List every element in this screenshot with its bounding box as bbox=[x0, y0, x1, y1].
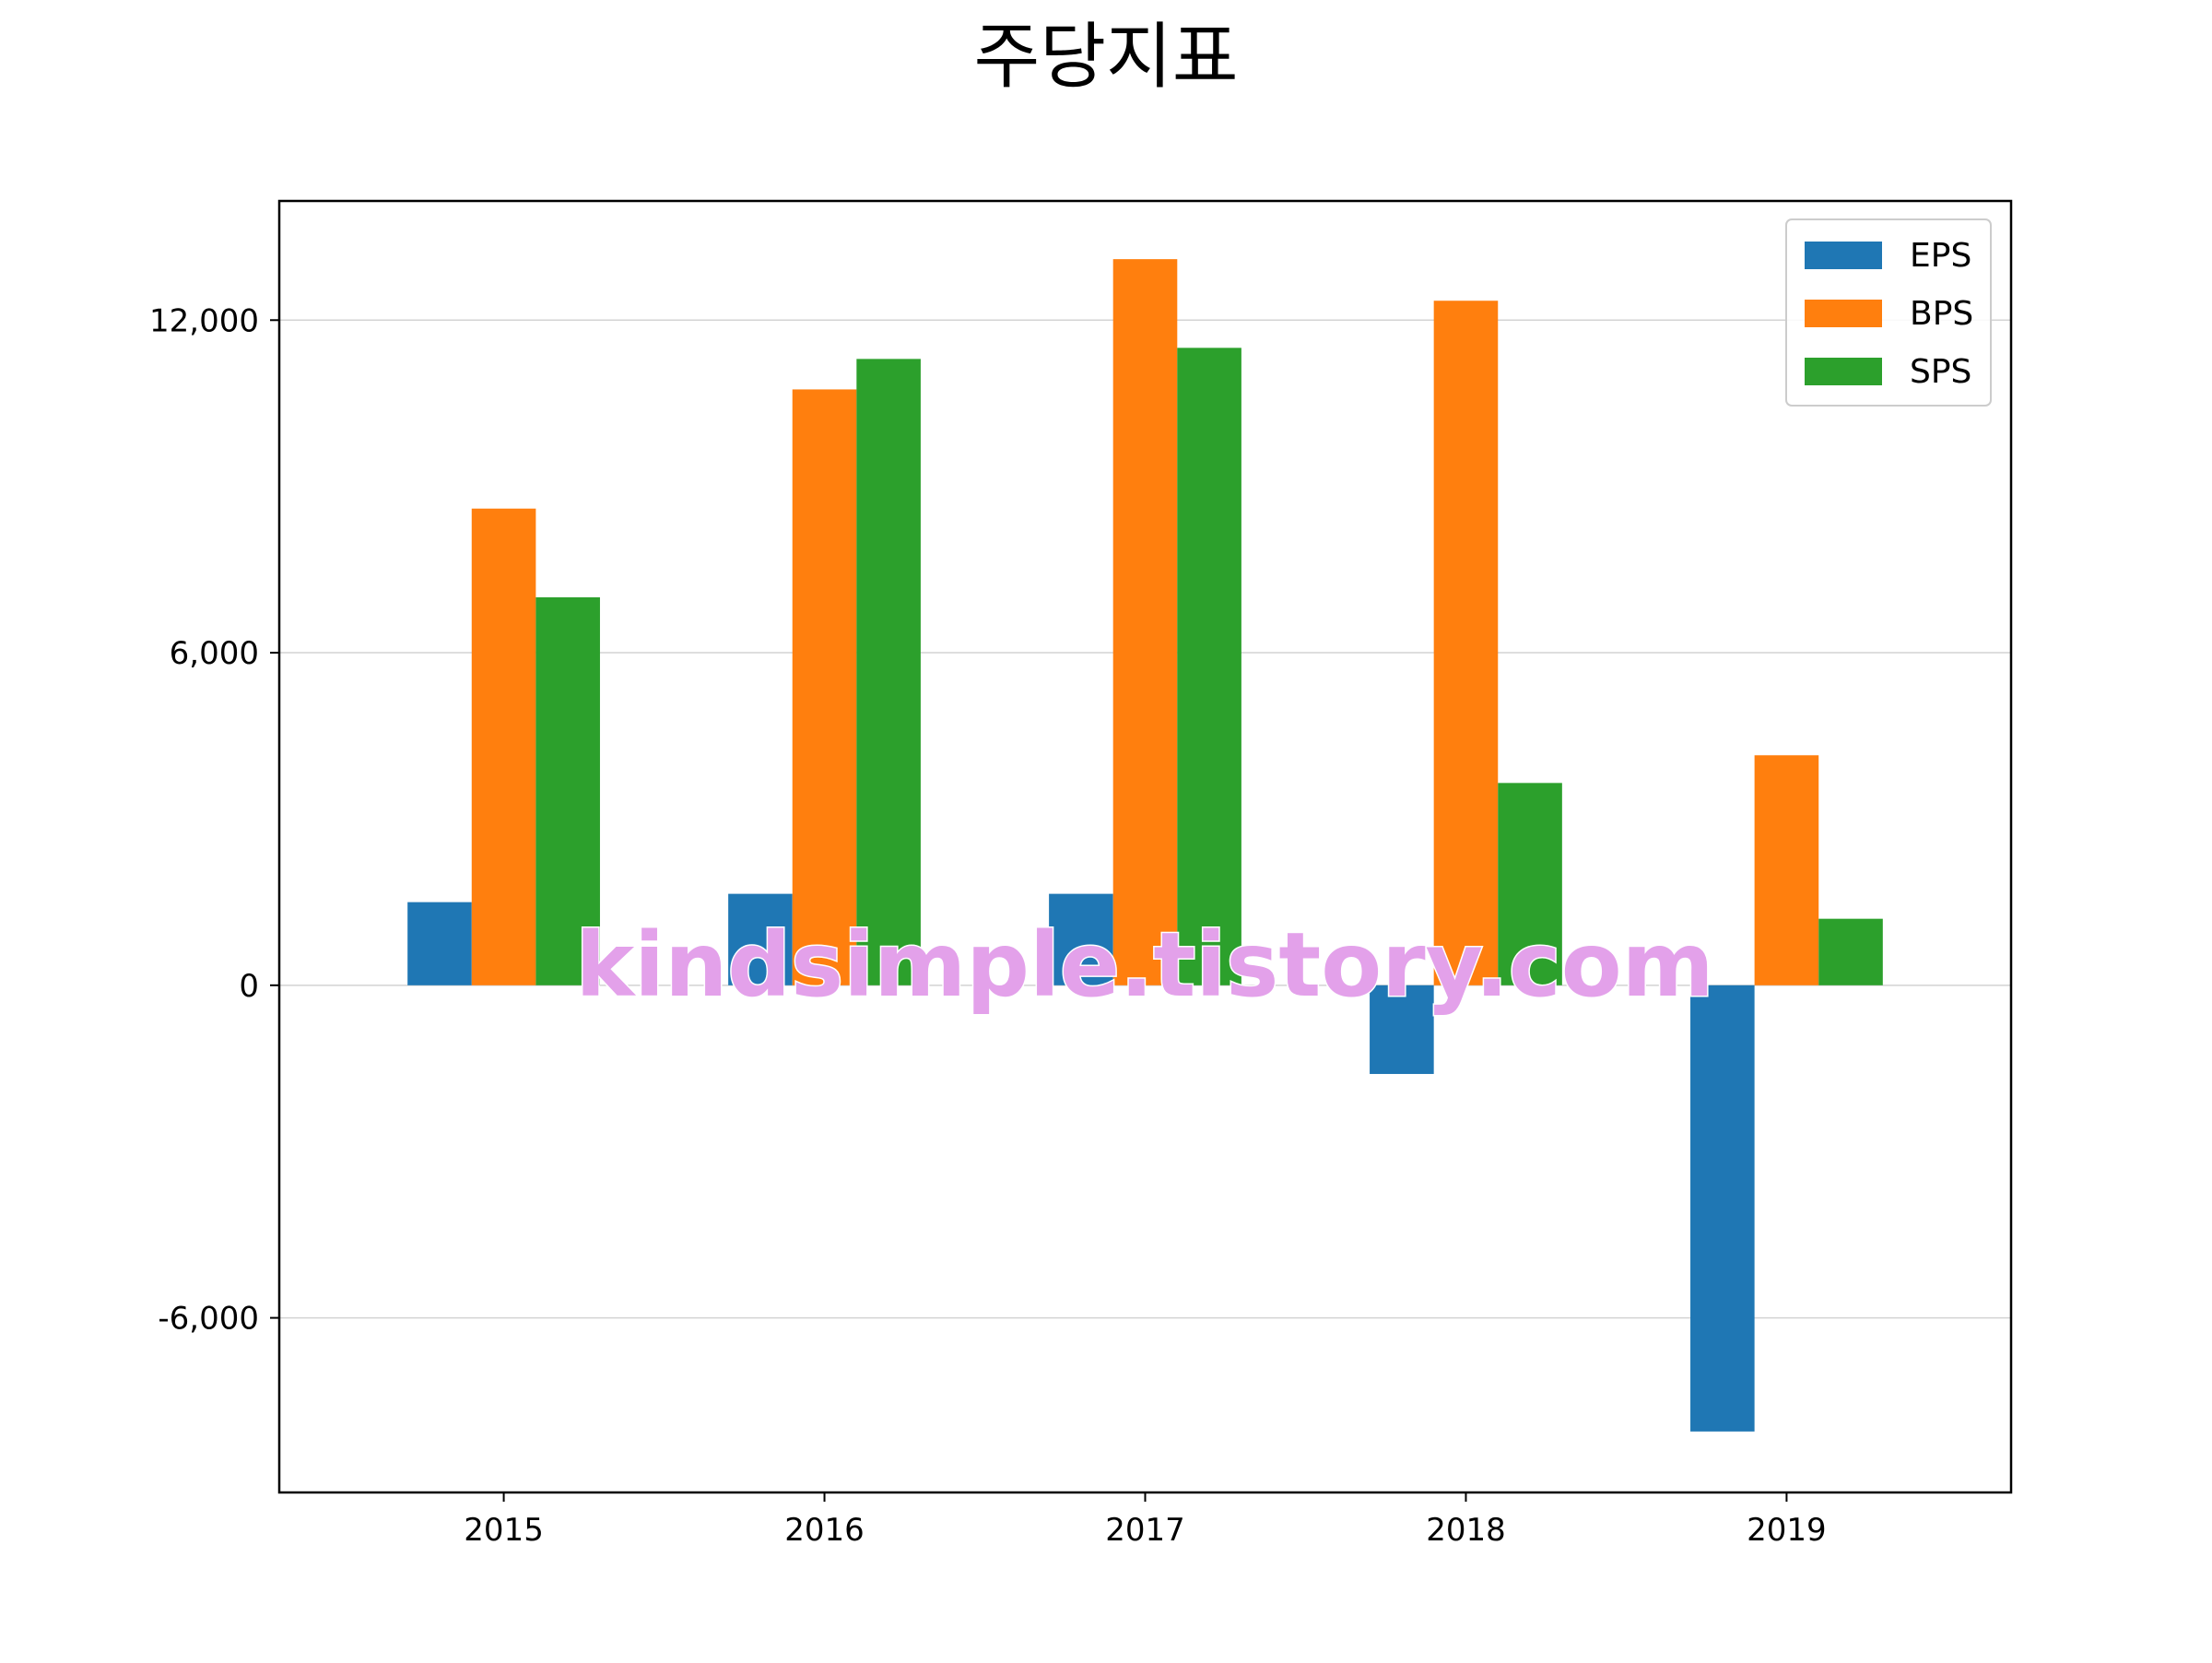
bar-eps-2016 bbox=[728, 893, 793, 985]
legend-label-sps: SPS bbox=[1910, 353, 1971, 391]
legend: EPS BPS SPS bbox=[1785, 218, 1992, 407]
chart-title: 주당지표 bbox=[973, 16, 1238, 99]
bar-bps-2016 bbox=[792, 389, 857, 985]
x-tick-label: 2019 bbox=[1747, 1512, 1827, 1549]
legend-swatch-sps bbox=[1805, 358, 1882, 385]
y-tick-label: 0 bbox=[239, 968, 259, 1005]
x-tick-label: 2018 bbox=[1426, 1512, 1506, 1549]
bar-eps-2018 bbox=[1370, 985, 1434, 1075]
legend-swatch-eps bbox=[1805, 242, 1882, 269]
axes: -6,000 0 6,000 12,000 2015 2016 2017 2018 2019 bbox=[149, 302, 1827, 1549]
bar-bps-2015 bbox=[471, 508, 536, 985]
legend-label-eps: EPS bbox=[1910, 237, 1971, 275]
legend-label-bps: BPS bbox=[1910, 295, 1973, 333]
bar-sps-2017 bbox=[1177, 348, 1241, 985]
bar-bps-2019 bbox=[1754, 755, 1819, 985]
bar-sps-2015 bbox=[535, 596, 600, 985]
bar-bps-2018 bbox=[1433, 301, 1499, 985]
x-tick-label: 2016 bbox=[784, 1512, 865, 1549]
bars bbox=[407, 259, 1883, 1432]
watermark: kindsimple.tistory.com bbox=[575, 914, 1713, 1017]
y-tick-label: 12,000 bbox=[149, 302, 259, 339]
bar-sps-2018 bbox=[1498, 783, 1562, 985]
bar-sps-2016 bbox=[856, 359, 921, 985]
bar-eps-2017 bbox=[1049, 893, 1113, 985]
bar-sps-2019 bbox=[1818, 918, 1883, 985]
legend-swatch-bps bbox=[1805, 300, 1882, 327]
y-tick-label: 6,000 bbox=[170, 635, 259, 672]
y-tick-label: -6,000 bbox=[158, 1301, 259, 1338]
x-tick-label: 2017 bbox=[1105, 1512, 1185, 1549]
bar-eps-2019 bbox=[1690, 985, 1755, 1432]
x-tick-label: 2015 bbox=[464, 1512, 544, 1549]
bar-eps-2015 bbox=[407, 902, 472, 985]
bar-bps-2017 bbox=[1112, 259, 1178, 985]
